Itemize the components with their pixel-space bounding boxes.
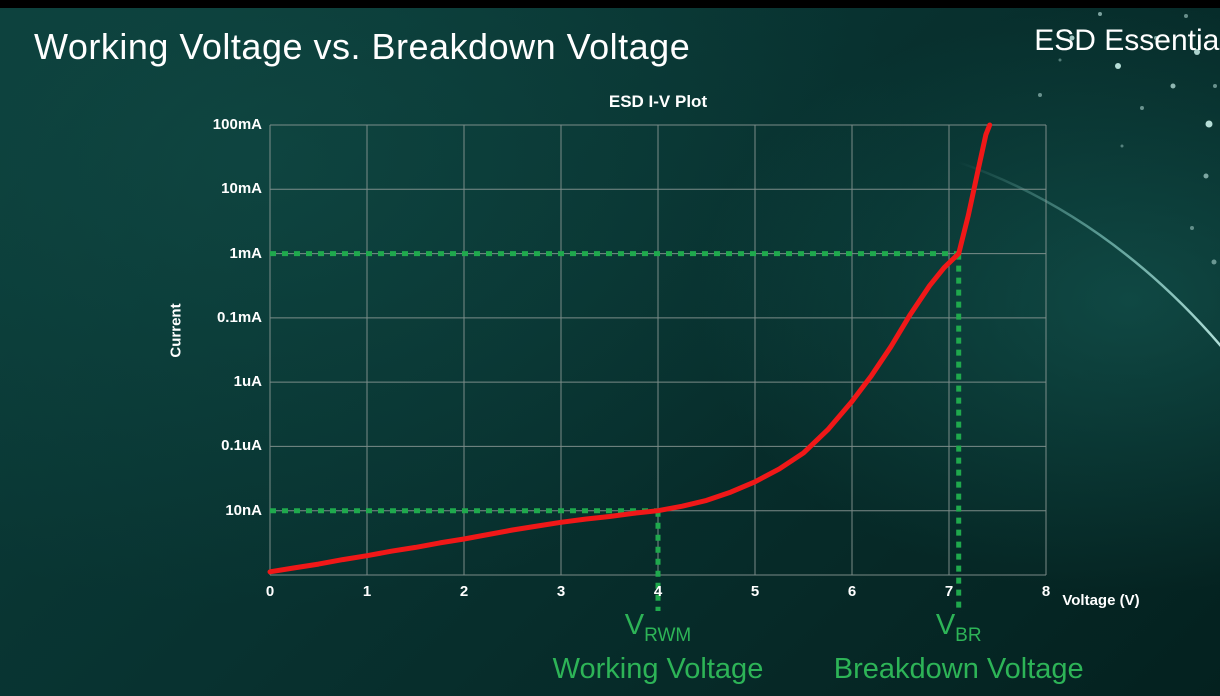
x-tick-label: 1 <box>362 583 372 600</box>
working-voltage-annotation: VRWM Working Voltage <box>553 610 764 685</box>
chart-title: ESD I-V Plot <box>608 92 708 111</box>
annotation-dotted-lines <box>270 251 962 611</box>
y-tick-label: 0.1mA <box>216 309 262 326</box>
top-letterbox-bar <box>0 0 1220 8</box>
y-tick-label: 0.1uA <box>221 437 262 454</box>
grid-lines <box>269 124 1047 576</box>
page-title: Working Voltage vs. Breakdown Voltage <box>34 26 691 67</box>
breakdown-voltage-annotation: VBR Breakdown Voltage <box>834 610 1084 685</box>
brand-logo-text: ESD Essential <box>1034 24 1220 57</box>
sparkle-dots <box>1038 12 1217 265</box>
x-tick-label: 7 <box>944 583 954 600</box>
x-tick-label: 5 <box>750 583 760 600</box>
vbr-symbol: VBR <box>935 609 982 646</box>
x-tick-label: 6 <box>847 583 857 600</box>
x-tick-label: 4 <box>653 583 663 600</box>
swoosh-curve <box>957 160 1220 347</box>
x-tick-label: 2 <box>459 583 469 600</box>
x-tick-label: 8 <box>1041 583 1051 600</box>
iv-curve <box>267 122 993 575</box>
x-tick-label: 0 <box>265 583 275 600</box>
y-tick-label: 1mA <box>229 245 262 262</box>
vrwm-symbol: VRWM <box>624 609 692 646</box>
y-tick-label: 1uA <box>233 373 262 390</box>
y-tick-label: 10nA <box>225 502 262 519</box>
y-axis-label: Current <box>167 303 185 358</box>
x-axis-label: Voltage (V) <box>1062 592 1140 609</box>
x-tick-label: 3 <box>556 583 566 600</box>
working-voltage-label: Working Voltage <box>552 652 764 685</box>
y-tick-label: 100mA <box>212 116 262 133</box>
y-tick-label: 10mA <box>221 180 262 197</box>
breakdown-voltage-label: Breakdown Voltage <box>833 652 1084 685</box>
